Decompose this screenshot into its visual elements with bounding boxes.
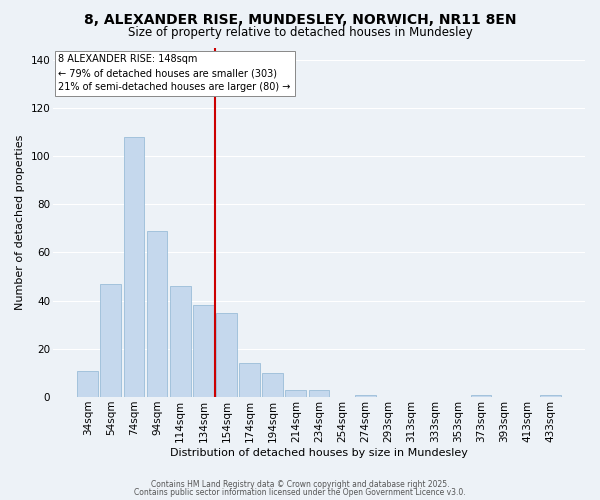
Bar (170, 286, 191, 397)
Y-axis label: Number of detached properties: Number of detached properties (15, 134, 25, 310)
Bar (124, 136, 145, 397)
Text: Size of property relative to detached houses in Mundesley: Size of property relative to detached ho… (128, 26, 472, 39)
Bar (100, 284, 121, 397)
Bar (216, 312, 237, 397)
Bar (262, 373, 283, 397)
Bar (308, 390, 329, 397)
Text: Contains HM Land Registry data © Crown copyright and database right 2025.: Contains HM Land Registry data © Crown c… (151, 480, 449, 489)
Bar (239, 364, 260, 397)
Bar (540, 394, 561, 397)
Bar (470, 394, 491, 397)
Text: 8, ALEXANDER RISE, MUNDESLEY, NORWICH, NR11 8EN: 8, ALEXANDER RISE, MUNDESLEY, NORWICH, N… (84, 12, 516, 26)
Bar (77, 370, 98, 397)
Bar (355, 394, 376, 397)
Text: Contains public sector information licensed under the Open Government Licence v3: Contains public sector information licen… (134, 488, 466, 497)
Text: 8 ALEXANDER RISE: 148sqm
← 79% of detached houses are smaller (303)
21% of semi-: 8 ALEXANDER RISE: 148sqm ← 79% of detach… (58, 54, 291, 92)
Bar (286, 390, 307, 397)
X-axis label: Distribution of detached houses by size in Mundesley: Distribution of detached houses by size … (170, 448, 468, 458)
Bar (146, 230, 167, 397)
Bar (193, 306, 214, 397)
